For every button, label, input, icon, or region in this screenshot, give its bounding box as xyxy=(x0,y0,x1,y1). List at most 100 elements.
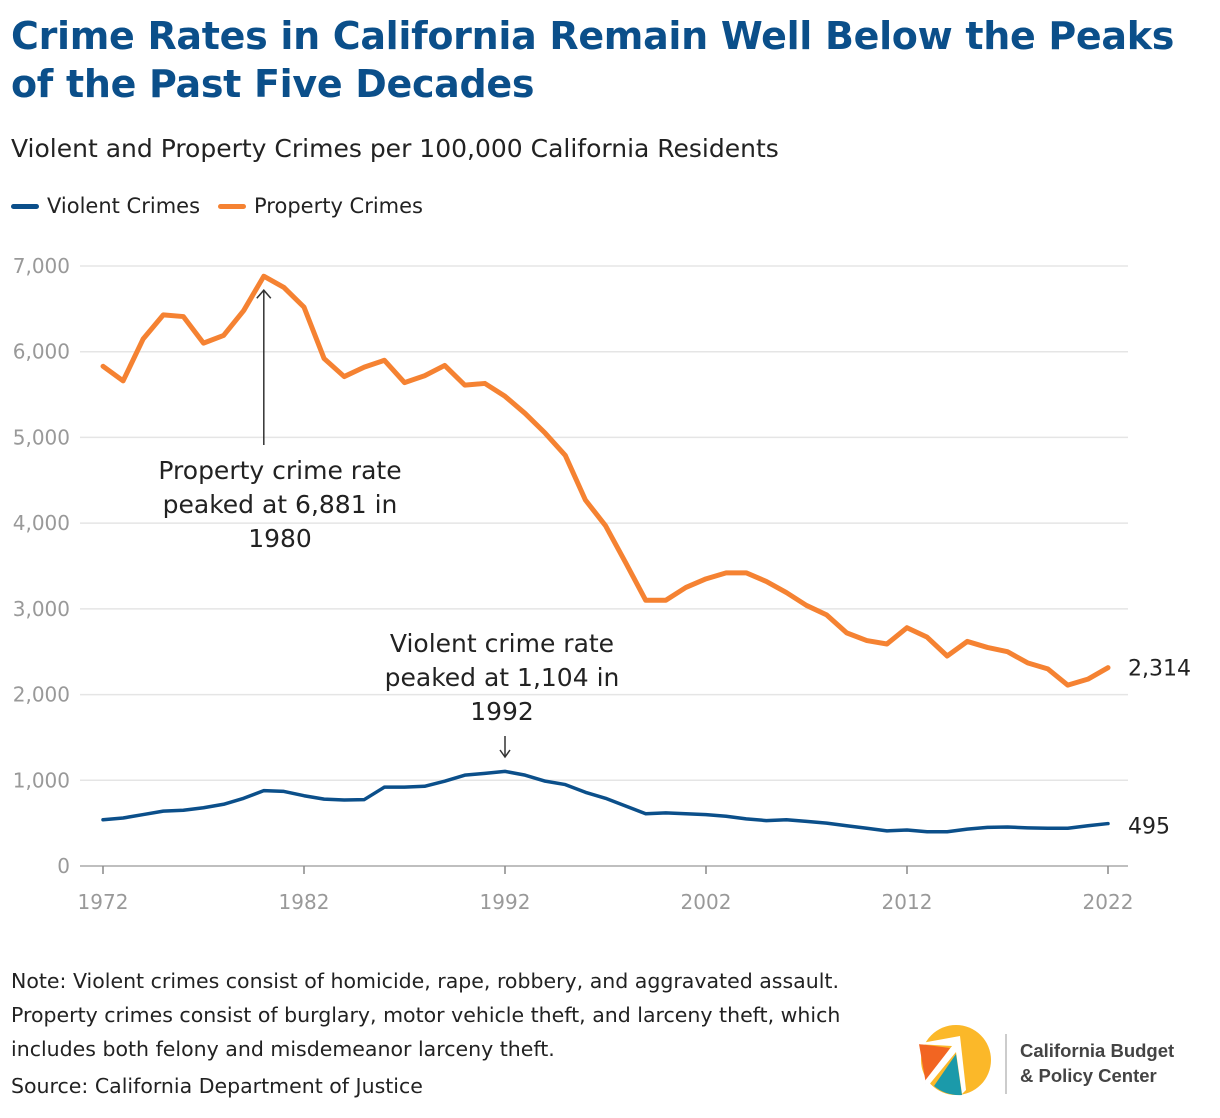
data-point xyxy=(404,382,405,384)
data-point xyxy=(343,799,345,801)
data-point xyxy=(806,820,807,822)
data-point xyxy=(303,306,305,308)
y-tick-label: 2,000 xyxy=(13,683,70,707)
data-point xyxy=(584,499,586,501)
data-point xyxy=(263,275,265,277)
logo-icon xyxy=(916,1025,1007,1096)
legend-swatch-property xyxy=(218,203,247,209)
data-point xyxy=(203,342,204,344)
legend-item-violent: Violent Crimes xyxy=(11,194,200,218)
data-point xyxy=(966,640,968,642)
y-tick-label: 0 xyxy=(57,854,70,878)
annotation-line: 1980 xyxy=(248,524,312,553)
data-point xyxy=(182,809,184,811)
data-point xyxy=(1107,667,1109,669)
data-point xyxy=(806,604,807,606)
x-tick-label: 1972 xyxy=(78,890,129,914)
data-point xyxy=(926,831,928,833)
data-point xyxy=(665,599,667,601)
end-label-violent: 495 xyxy=(1128,815,1170,840)
annotation-arrowhead-property xyxy=(256,289,272,299)
data-point xyxy=(785,819,787,821)
end-label-property: 2,314 xyxy=(1128,657,1191,682)
data-point xyxy=(243,797,245,799)
data-point xyxy=(102,819,104,821)
data-point xyxy=(705,814,707,816)
data-point xyxy=(424,375,426,377)
data-point xyxy=(685,813,687,815)
y-tick-label: 6,000 xyxy=(13,340,70,364)
data-point xyxy=(283,790,285,792)
data-point xyxy=(1007,826,1008,828)
data-point xyxy=(866,640,868,642)
data-point xyxy=(866,827,868,829)
data-point xyxy=(946,831,948,833)
logo-line1: California Budget xyxy=(1020,1040,1175,1061)
data-point xyxy=(1107,823,1109,825)
data-point xyxy=(846,825,848,827)
legend-item-property: Property Crimes xyxy=(218,194,423,218)
data-point xyxy=(564,784,566,786)
data-point xyxy=(986,826,988,828)
data-point xyxy=(725,815,727,817)
annotation-line: Violent crime rate xyxy=(389,629,615,658)
data-point xyxy=(645,813,647,815)
annotation-line: peaked at 1,104 in xyxy=(384,663,620,692)
data-point xyxy=(886,643,888,645)
data-point xyxy=(544,432,546,434)
data-point xyxy=(162,314,164,316)
chart-source: Source: California Department of Justice xyxy=(11,1074,423,1098)
annotation-violent-peak: Violent crime rate peaked at 1,104 in 19… xyxy=(352,627,652,729)
annotation-property-peak: Property crime rate peaked at 6,881 in 1… xyxy=(130,454,430,556)
legend: Violent Crimes Property Crimes xyxy=(11,194,423,218)
data-point xyxy=(1047,827,1049,829)
data-point xyxy=(243,310,245,312)
data-point xyxy=(846,632,848,634)
data-point xyxy=(122,817,124,819)
data-point xyxy=(142,338,144,340)
data-point xyxy=(564,454,566,456)
legend-label-violent: Violent Crimes xyxy=(47,194,201,218)
data-point xyxy=(323,798,325,800)
data-point xyxy=(1067,684,1069,686)
data-point xyxy=(122,380,124,382)
chart-note: Note: Violent crimes consist of homicide… xyxy=(11,969,841,1061)
data-point xyxy=(584,791,586,793)
data-point xyxy=(524,412,526,414)
x-tick-label: 1992 xyxy=(480,890,531,914)
data-point xyxy=(343,376,345,378)
data-point xyxy=(464,774,466,776)
data-point xyxy=(102,365,104,367)
data-point xyxy=(745,818,747,820)
data-point xyxy=(142,814,144,816)
y-tick-label: 5,000 xyxy=(13,425,70,449)
data-point xyxy=(625,805,627,807)
data-point xyxy=(504,395,506,397)
y-tick-label: 1,000 xyxy=(13,768,70,792)
annotation-arrowhead-violent xyxy=(499,749,511,759)
x-tick-label: 2002 xyxy=(681,890,732,914)
data-point xyxy=(605,797,606,799)
data-point xyxy=(645,599,647,601)
data-point xyxy=(444,364,446,366)
data-point xyxy=(223,334,225,336)
logo-text: California Budget & Policy Center xyxy=(1020,1038,1174,1088)
data-point xyxy=(203,807,204,809)
data-point xyxy=(283,286,285,288)
data-point xyxy=(383,359,385,361)
data-point xyxy=(705,578,707,580)
data-point xyxy=(725,572,727,574)
data-point xyxy=(484,772,486,774)
line-chart: 0 1,000 2,000 3,000 4,000 5,000 6,000 7,000 1972… xyxy=(13,254,1191,914)
annotation-line: 1992 xyxy=(470,697,534,726)
annotation-line: peaked at 6,881 in xyxy=(162,490,398,519)
data-point xyxy=(906,627,908,629)
data-point xyxy=(1067,827,1069,829)
data-point xyxy=(263,790,265,792)
data-point xyxy=(504,770,506,772)
data-point xyxy=(966,828,968,830)
data-point xyxy=(303,795,305,797)
data-point xyxy=(745,572,747,574)
data-point xyxy=(363,366,365,368)
